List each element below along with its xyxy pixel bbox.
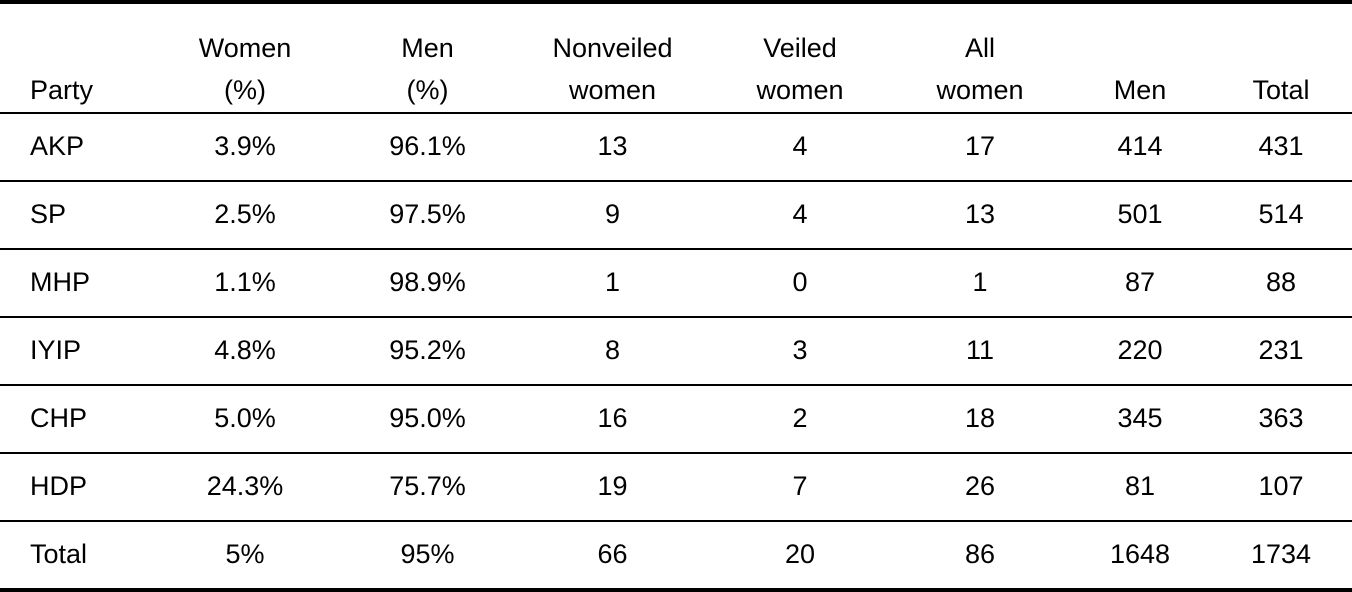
cell-all-women: 26 xyxy=(890,453,1070,522)
cell-women-pct: 1.1% xyxy=(150,249,340,318)
table-body: AKP 3.9% 96.1% 13 4 17 414 431 SP 2.5% 9… xyxy=(0,113,1352,590)
header-row: Party Women (%) Men (%) Nonveiled women … xyxy=(0,2,1352,114)
cell-all-women: 18 xyxy=(890,385,1070,454)
cell-nonveiled-women: 9 xyxy=(515,181,710,250)
column-header-nonveiled-women: Nonveiled women xyxy=(515,2,710,114)
cell-men-pct: 96.1% xyxy=(340,113,515,182)
column-header-women-pct: Women (%) xyxy=(150,2,340,114)
cell-women-pct: 5% xyxy=(225,539,265,570)
cell-all-women: 11 xyxy=(890,317,1070,386)
cell-all-women: 17 xyxy=(890,113,1070,182)
cell-party: SP xyxy=(0,181,150,250)
cell-total: 431 xyxy=(1210,113,1352,182)
cell-nonveiled-women: 66 xyxy=(597,539,628,570)
cell-men-pct: 95% xyxy=(400,539,455,570)
cell-veiled-women: 4 xyxy=(710,113,890,182)
cell-men: 501 xyxy=(1070,181,1210,250)
cell-men-pct: 75.7% xyxy=(340,453,515,522)
cell-all-women: 1 xyxy=(890,249,1070,318)
cell-veiled-women: 20 xyxy=(784,539,816,570)
table-header: Party Women (%) Men (%) Nonveiled women … xyxy=(0,2,1352,114)
cell-men: 220 xyxy=(1070,317,1210,386)
cell-total: 88 xyxy=(1210,249,1352,318)
cell-total: 231 xyxy=(1210,317,1352,386)
column-header-total: Total xyxy=(1210,2,1352,114)
cell-total: 107 xyxy=(1210,453,1352,522)
cell-veiled-women: 7 xyxy=(710,453,890,522)
cell-nonveiled-women: 19 xyxy=(515,453,710,522)
cell-women-pct: 3.9% xyxy=(150,113,340,182)
column-header-men-pct: Men (%) xyxy=(340,2,515,114)
cell-women-pct: 5.0% xyxy=(150,385,340,454)
table-row: SP 2.5% 97.5% 9 4 13 501 514 xyxy=(0,181,1352,250)
cell-nonveiled-women: 8 xyxy=(515,317,710,386)
table-row: MHP 1.1% 98.9% 1 0 1 87 88 xyxy=(0,249,1352,318)
cell-party: Total xyxy=(30,539,88,570)
cell-nonveiled-women: 16 xyxy=(515,385,710,454)
cell-party: IYIP xyxy=(0,317,150,386)
cell-party: AKP xyxy=(0,113,150,182)
table-row-total: Total 5% 95% 66 20 86 1648 1734 xyxy=(0,521,1352,590)
cell-men-pct: 95.2% xyxy=(340,317,515,386)
cell-all-women: 86 xyxy=(964,539,996,570)
cell-total: 514 xyxy=(1210,181,1352,250)
cell-veiled-women: 3 xyxy=(710,317,890,386)
cell-veiled-women: 4 xyxy=(710,181,890,250)
table-row: CHP 5.0% 95.0% 16 2 18 345 363 xyxy=(0,385,1352,454)
cell-men: 414 xyxy=(1070,113,1210,182)
cell-men-pct: 97.5% xyxy=(340,181,515,250)
table-row: AKP 3.9% 96.1% 13 4 17 414 431 xyxy=(0,113,1352,182)
cell-men-pct: 98.9% xyxy=(340,249,515,318)
cell-party: HDP xyxy=(0,453,150,522)
cell-women-pct: 2.5% xyxy=(150,181,340,250)
cell-women-pct: 4.8% xyxy=(150,317,340,386)
cell-men-pct: 95.0% xyxy=(340,385,515,454)
cell-all-women: 13 xyxy=(890,181,1070,250)
column-header-all-women: All women xyxy=(890,2,1070,114)
column-header-veiled-women: Veiled women xyxy=(710,2,890,114)
cell-veiled-women: 0 xyxy=(710,249,890,318)
cell-veiled-women: 2 xyxy=(710,385,890,454)
column-header-men: Men xyxy=(1070,2,1210,114)
column-header-party: Party xyxy=(0,2,150,114)
cell-total: 1734 xyxy=(1250,539,1312,570)
cell-party: MHP xyxy=(0,249,150,318)
cell-men: 345 xyxy=(1070,385,1210,454)
cell-nonveiled-women: 1 xyxy=(515,249,710,318)
cell-men: 87 xyxy=(1070,249,1210,318)
cell-men: 81 xyxy=(1070,453,1210,522)
cell-nonveiled-women: 13 xyxy=(515,113,710,182)
cell-total: 363 xyxy=(1210,385,1352,454)
table-row: IYIP 4.8% 95.2% 8 3 11 220 231 xyxy=(0,317,1352,386)
table-row: HDP 24.3% 75.7% 19 7 26 81 107 xyxy=(0,453,1352,522)
cell-party: CHP xyxy=(0,385,150,454)
cell-women-pct: 24.3% xyxy=(150,453,340,522)
cell-men: 1648 xyxy=(1109,539,1171,570)
